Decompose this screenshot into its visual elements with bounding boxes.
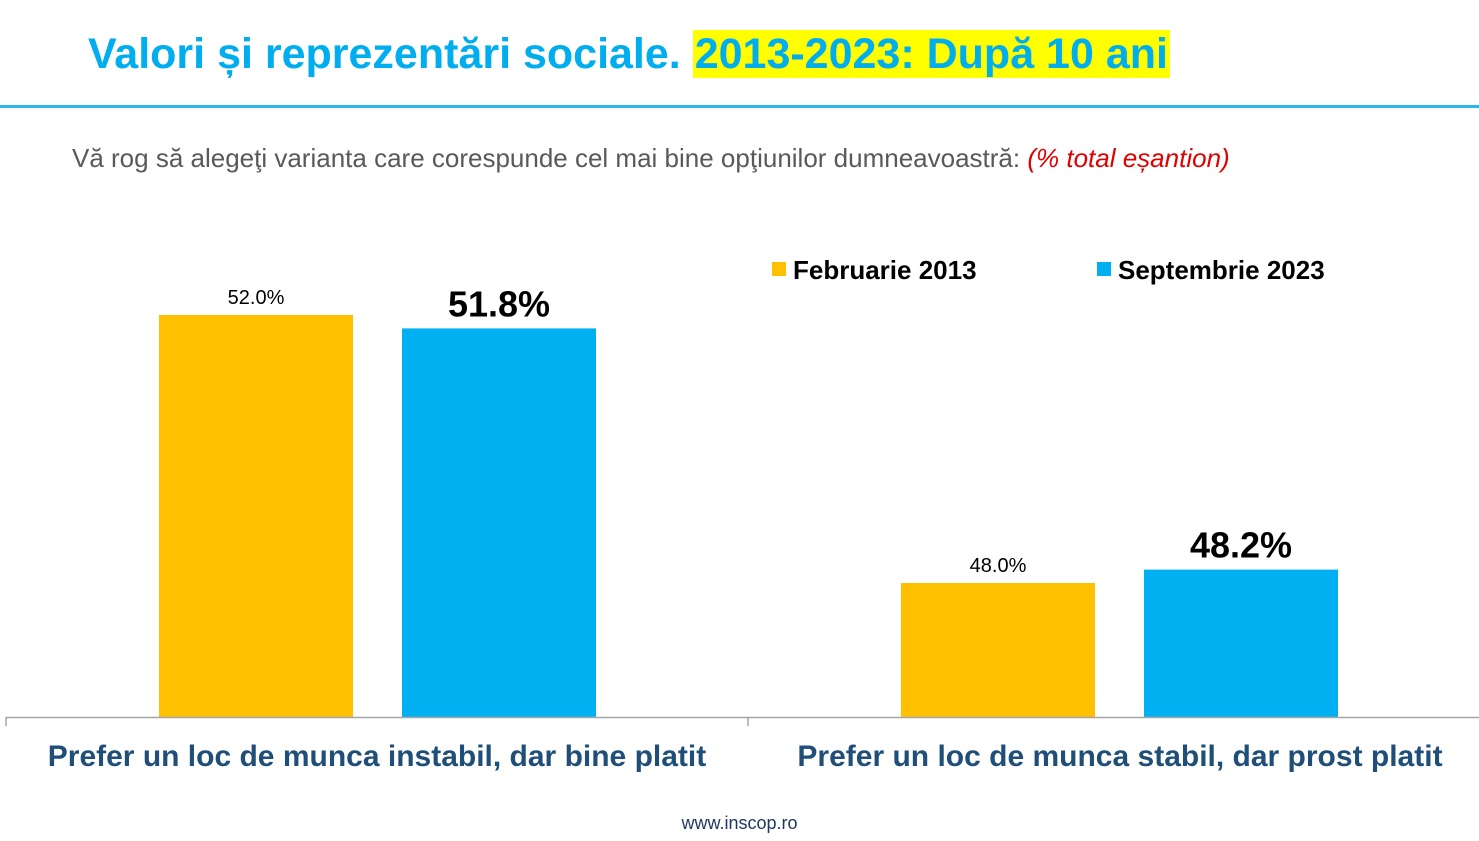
legend-swatch [1097, 262, 1111, 276]
page-title: Valori și reprezentări sociale. 2013-202… [88, 30, 1170, 79]
bar-2013 [159, 315, 353, 717]
question: Vă rog să alegeţi varianta care corespun… [72, 143, 1021, 173]
bar-2023 [1144, 569, 1338, 717]
bar-2013 [901, 583, 1095, 717]
data-label: 52.0% [228, 287, 285, 309]
data-label: 51.8% [448, 283, 550, 324]
title-divider [0, 105, 1479, 108]
legend-label: Septembrie 2023 [1118, 255, 1325, 285]
category-label: Prefer un loc de munca stabil, dar prost… [797, 740, 1442, 773]
legend-label: Februarie 2013 [793, 255, 977, 285]
title-highlight: 2013-2023: După 10 ani [692, 30, 1170, 78]
title-main: Valori și reprezentări sociale. [88, 30, 681, 78]
question-note: (% total eșantion) [1027, 143, 1230, 173]
data-label: 48.2% [1190, 525, 1292, 566]
data-label: 48.0% [970, 555, 1027, 577]
footer-url: www.inscop.ro [681, 813, 798, 833]
category-label: Prefer un loc de munca instabil, dar bin… [48, 740, 706, 773]
bar-2023 [402, 328, 596, 717]
legend-swatch [772, 262, 786, 276]
question-text: Vă rog să alegeţi varianta care corespun… [72, 143, 1230, 174]
